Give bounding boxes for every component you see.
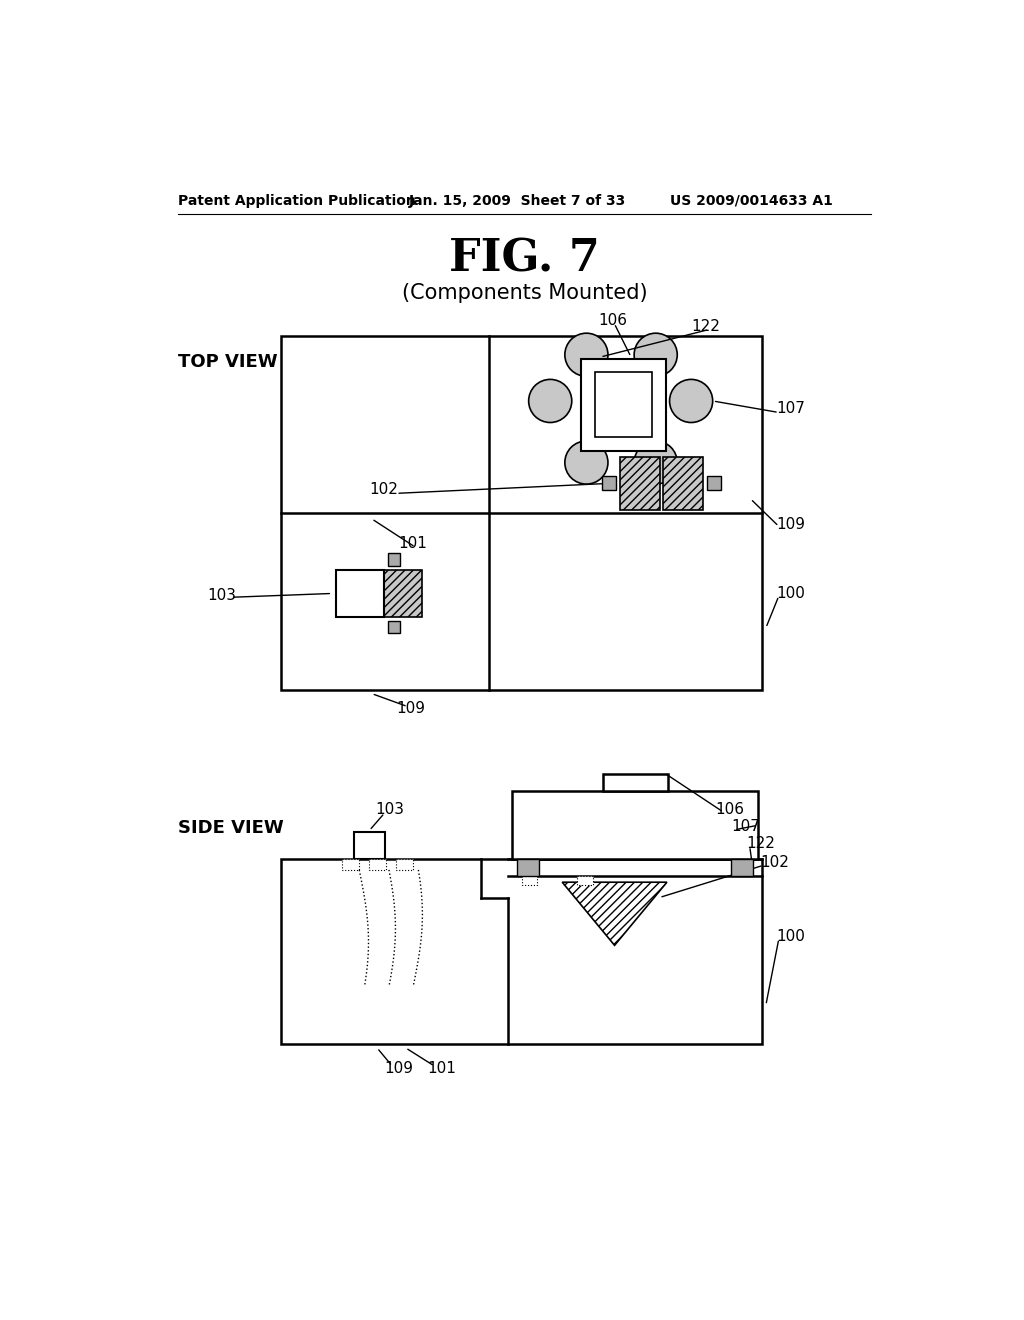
Text: SIDE VIEW: SIDE VIEW xyxy=(178,820,284,837)
Text: 109: 109 xyxy=(396,701,425,717)
Bar xyxy=(342,859,359,870)
Text: 109: 109 xyxy=(385,1061,414,1076)
Text: 101: 101 xyxy=(427,1061,456,1076)
Bar xyxy=(602,775,668,791)
Circle shape xyxy=(634,441,677,484)
Text: 101: 101 xyxy=(398,536,427,550)
Text: 122: 122 xyxy=(691,318,720,334)
Bar xyxy=(595,372,652,437)
Bar xyxy=(388,622,400,634)
Text: 106: 106 xyxy=(716,801,744,817)
Text: 109: 109 xyxy=(776,516,805,532)
Bar xyxy=(281,859,762,1044)
Text: (Components Mounted): (Components Mounted) xyxy=(402,284,647,304)
Circle shape xyxy=(565,441,608,484)
Bar xyxy=(620,457,659,510)
Bar xyxy=(512,792,758,859)
Bar xyxy=(517,859,539,876)
Text: 102: 102 xyxy=(370,482,398,498)
Text: TOP VIEW: TOP VIEW xyxy=(178,354,278,371)
Bar xyxy=(731,859,753,876)
Text: 100: 100 xyxy=(776,586,805,601)
Text: FIG. 7: FIG. 7 xyxy=(450,238,600,280)
Circle shape xyxy=(565,333,608,376)
Text: 103: 103 xyxy=(376,801,404,817)
Text: 122: 122 xyxy=(746,836,775,851)
Text: 107: 107 xyxy=(731,820,760,834)
Bar xyxy=(396,859,413,870)
Text: 100: 100 xyxy=(776,928,805,944)
Bar xyxy=(708,477,721,490)
Bar xyxy=(388,553,400,566)
Text: 103: 103 xyxy=(208,589,237,603)
Bar xyxy=(370,859,386,870)
Bar xyxy=(384,570,422,618)
Text: US 2009/0014633 A1: US 2009/0014633 A1 xyxy=(670,194,833,207)
Text: Jan. 15, 2009  Sheet 7 of 33: Jan. 15, 2009 Sheet 7 of 33 xyxy=(410,194,627,207)
Bar xyxy=(354,832,385,859)
Bar xyxy=(578,876,593,886)
Text: 102: 102 xyxy=(761,855,790,870)
Circle shape xyxy=(670,379,713,422)
Polygon shape xyxy=(562,882,667,945)
Text: 106: 106 xyxy=(599,313,628,327)
Bar xyxy=(336,570,384,618)
Bar xyxy=(281,335,762,689)
Text: 107: 107 xyxy=(776,401,805,416)
Bar xyxy=(581,359,666,451)
Text: Patent Application Publication: Patent Application Publication xyxy=(178,194,416,207)
Circle shape xyxy=(528,379,571,422)
Bar xyxy=(521,876,538,886)
Bar xyxy=(602,477,615,490)
Circle shape xyxy=(634,333,677,376)
Bar xyxy=(664,457,703,510)
